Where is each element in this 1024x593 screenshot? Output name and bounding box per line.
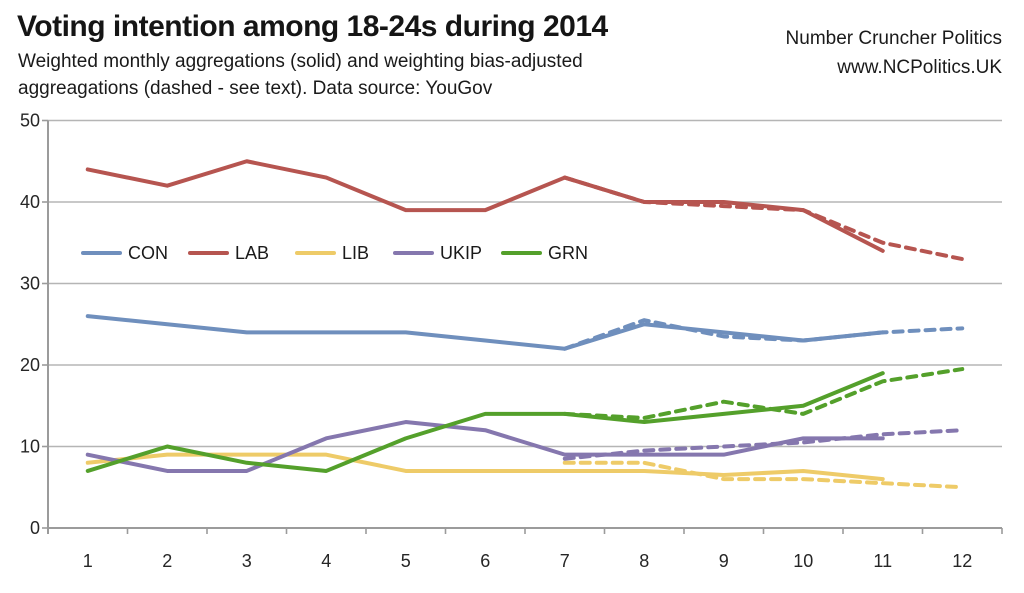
series-UKIP-solid: [85, 420, 885, 473]
page-title: Voting intention among 18-24s during 201…: [17, 10, 608, 43]
y-tick-label-0: 0: [30, 518, 40, 538]
series-LAB-dashed: [562, 175, 965, 262]
source-block: Number Cruncher Politics www.NCPolitics.…: [786, 24, 1002, 82]
x-tick-label-7: 7: [560, 551, 570, 571]
y-tick-label-20: 20: [20, 355, 40, 375]
series-GRN-solid: [85, 371, 885, 473]
legend-item-LAB-label: LAB: [235, 243, 269, 263]
legend-item-CON-label: CON: [128, 243, 168, 263]
legend-item-UKIP-label: UKIP: [440, 243, 482, 263]
x-tick-label-8: 8: [639, 551, 649, 571]
y-tick-label-50: 50: [20, 111, 40, 131]
x-tick-label-1: 1: [83, 551, 93, 571]
series-CON-solid: [85, 314, 885, 351]
x-tick-label-2: 2: [162, 551, 172, 571]
legend-item-GRN-label: GRN: [548, 243, 588, 263]
x-tick-label-10: 10: [793, 551, 813, 571]
chart-header: Voting intention among 18-24s during 201…: [17, 10, 608, 102]
series-CON-dashed: [562, 318, 965, 351]
legend-item-LIB-label: LIB: [342, 243, 369, 263]
source-url: www.NCPolitics.UK: [837, 57, 1002, 78]
source-name: Number Cruncher Politics: [785, 28, 1002, 49]
x-tick-label-9: 9: [719, 551, 729, 571]
series-LAB-solid: [85, 159, 885, 253]
x-tick-label-4: 4: [321, 551, 331, 571]
y-tick-label-10: 10: [20, 437, 40, 457]
chart-subtitle-line1: Weighted monthly aggregations (solid) an…: [18, 51, 583, 72]
series-LIB-solid: [85, 452, 885, 482]
y-tick-label-40: 40: [20, 192, 40, 212]
x-tick-label-3: 3: [242, 551, 252, 571]
series-UKIP-dashed: [562, 428, 965, 461]
chart-subtitle-line2: aggreagations (dashed - see text). Data …: [18, 78, 493, 99]
x-tick-label-11: 11: [873, 551, 892, 571]
y-tick-label-30: 30: [20, 274, 40, 294]
series-LIB-dashed: [562, 460, 965, 490]
x-tick-label-12: 12: [952, 551, 972, 571]
x-tick-label-6: 6: [480, 551, 490, 571]
x-tick-label-5: 5: [401, 551, 411, 571]
series-GRN-dashed: [562, 367, 965, 420]
